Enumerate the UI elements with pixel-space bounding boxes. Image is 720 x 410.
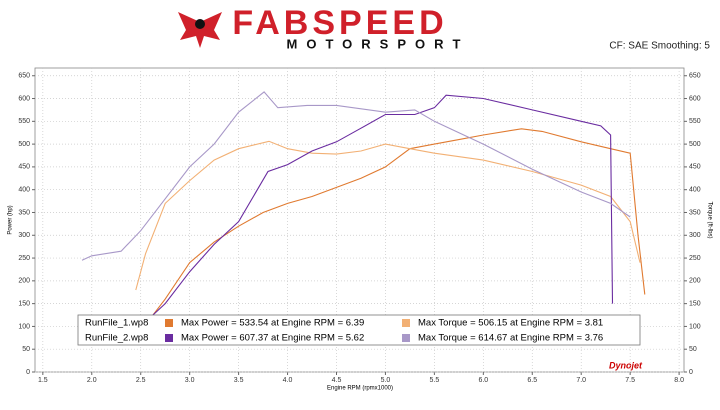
x-tick-label: 6.5 bbox=[527, 377, 537, 384]
data-line bbox=[140, 94, 614, 327]
y-tick-label: 550 bbox=[18, 118, 30, 125]
y-tick-label: 300 bbox=[18, 232, 30, 239]
legend-swatch bbox=[165, 319, 173, 327]
y2-tick-label: 400 bbox=[689, 187, 701, 194]
y2-tick-label: 100 bbox=[689, 323, 701, 330]
brand: FABSPEED bbox=[232, 4, 447, 42]
y-tick-label: 50 bbox=[22, 346, 30, 353]
legend-label: Max Power = 607.37 at Engine RPM = 5.62 bbox=[181, 333, 364, 344]
data-line bbox=[140, 128, 646, 332]
y2-tick-label: 550 bbox=[689, 118, 701, 125]
y-tick-label: 400 bbox=[18, 187, 30, 194]
y-tick-label: 200 bbox=[18, 278, 30, 285]
y2-tick-label: 350 bbox=[689, 209, 701, 216]
y-tick-label: 100 bbox=[18, 323, 30, 330]
legend-swatch bbox=[165, 334, 173, 342]
y-tick-label: 650 bbox=[18, 73, 30, 80]
y-tick-label: 250 bbox=[18, 255, 30, 262]
x-tick-label: 6.0 bbox=[478, 377, 488, 384]
x-tick-label: 4.5 bbox=[332, 377, 342, 384]
x-tick-label: 5.5 bbox=[430, 377, 440, 384]
legend-label: Max Power = 533.54 at Engine RPM = 6.39 bbox=[181, 318, 364, 329]
x-tick-label: 3.5 bbox=[234, 377, 244, 384]
legend-label: Max Torque = 506.15 at Engine RPM = 3.81 bbox=[418, 318, 603, 329]
settings: CF: SAE Smoothing: 5 bbox=[609, 41, 710, 52]
x-tick-label: 4.0 bbox=[283, 377, 293, 384]
x-tick-label: 3.0 bbox=[185, 377, 195, 384]
y2-tick-label: 150 bbox=[689, 300, 701, 307]
x-axis-label: Engine RPM (rpmx1000) bbox=[327, 386, 393, 392]
y-tick-label: 0 bbox=[26, 369, 30, 376]
x-tick-label: 2.0 bbox=[87, 377, 97, 384]
y-tick-label: 500 bbox=[18, 141, 30, 148]
data-line bbox=[81, 91, 631, 261]
y-tick-label: 350 bbox=[18, 209, 30, 216]
x-tick-label: 5.0 bbox=[381, 377, 391, 384]
x-tick-label: 7.5 bbox=[625, 377, 635, 384]
y-tick-label: 600 bbox=[18, 95, 30, 102]
y2-tick-label: 0 bbox=[689, 369, 693, 376]
y2-tick-label: 600 bbox=[689, 95, 701, 102]
tagline: MOTORSPORT bbox=[287, 36, 470, 51]
y2-tick-label: 300 bbox=[689, 232, 701, 239]
y2-tick-label: 650 bbox=[689, 73, 701, 80]
x-tick-label: 2.5 bbox=[136, 377, 146, 384]
x-tick-label: 1.5 bbox=[38, 377, 48, 384]
data-line bbox=[135, 140, 641, 291]
y-axis-label: Power (hp) bbox=[8, 205, 14, 234]
legend-run: RunFile_1.wp8 bbox=[85, 318, 148, 329]
logo-emblem bbox=[178, 12, 222, 48]
y-tick-label: 150 bbox=[18, 300, 30, 307]
legend-swatch bbox=[402, 334, 410, 342]
y2-tick-label: 450 bbox=[689, 164, 701, 171]
y2-tick-label: 500 bbox=[689, 141, 701, 148]
y2-tick-label: 250 bbox=[689, 255, 701, 262]
y2-tick-label: 200 bbox=[689, 278, 701, 285]
legend: RunFile_1.wp8 Max Power = 533.54 at Engin… bbox=[77, 314, 641, 346]
x-tick-label: 8.0 bbox=[674, 377, 684, 384]
legend-swatch bbox=[402, 319, 410, 327]
y-tick-label: 450 bbox=[18, 164, 30, 171]
y2-axis-label: Torque (ft-lbs) bbox=[706, 201, 712, 238]
y2-tick-label: 50 bbox=[689, 346, 697, 353]
watermark: Dynojet bbox=[609, 360, 643, 370]
legend-label: Max Torque = 614.67 at Engine RPM = 3.76 bbox=[418, 333, 603, 344]
legend-run: RunFile_2.wp8 bbox=[85, 333, 148, 344]
x-tick-label: 7.0 bbox=[576, 377, 586, 384]
